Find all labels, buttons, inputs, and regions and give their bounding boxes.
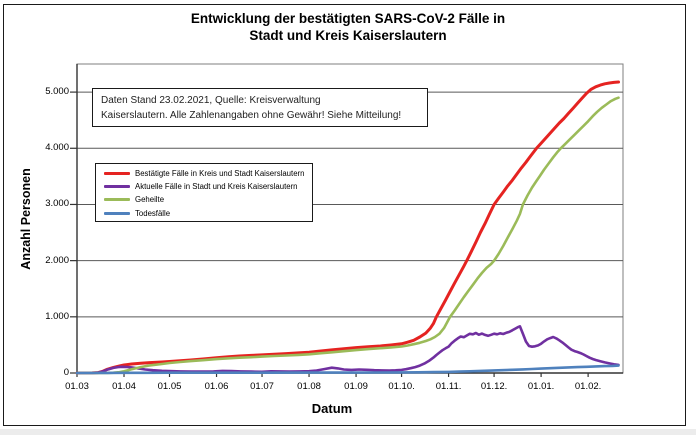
series-line-2: [75, 96, 620, 375]
legend-swatch: [104, 198, 130, 202]
x-tick-label: 01.05: [157, 381, 182, 392]
y-tick-label: 2.000: [45, 254, 69, 266]
legend-swatch: [104, 211, 130, 215]
chart-title-line2: Stadt und Kreis Kaiserslautern: [249, 28, 447, 43]
annotation-box: Daten Stand 23.02.2021, Quelle: Kreisver…: [92, 88, 428, 127]
annotation-line1: Daten Stand 23.02.2021, Quelle: Kreisver…: [101, 95, 321, 106]
x-tick-label: 01.11.: [435, 381, 462, 392]
y-tick-label: 4.000: [45, 142, 69, 154]
legend-item: Bestätigte Fälle in Kreis und Stadt Kais…: [104, 167, 312, 180]
legend-label: Geheilte: [135, 195, 165, 205]
y-tick-label: 1.000: [45, 310, 69, 322]
y-tick-label: 0: [63, 367, 69, 378]
y-tick-label: 5.000: [45, 86, 69, 98]
bottom-margin-strip: [0, 429, 696, 435]
x-tick-label: 01.12.: [480, 381, 508, 392]
figure-border: [3, 4, 686, 426]
x-tick-label: 01.06: [204, 381, 229, 392]
legend-box: Bestätigte Fälle in Kreis und Stadt Kais…: [95, 163, 313, 222]
chart-title-line1: Entwicklung der bestätigten SARS-CoV-2 F…: [190, 11, 506, 26]
x-tick-label: 01.07: [250, 381, 274, 392]
x-tick-label: 01.09: [344, 381, 368, 392]
x-tick-label: 01.10.: [388, 381, 415, 392]
legend-label: Todesfälle: [135, 208, 171, 218]
legend-swatch: [104, 185, 130, 189]
x-axis-title: Datum: [311, 401, 353, 416]
legend-item: Todesfälle: [104, 207, 312, 220]
legend-item: Geheilte: [104, 193, 312, 206]
x-tick-label: 01.03: [65, 381, 89, 392]
x-tick-label: 01.08: [297, 381, 321, 392]
x-tick-label: 01.04: [112, 381, 136, 392]
annotation-line2: Kaiserslautern. Alle Zahlenangaben ohne …: [101, 110, 402, 121]
y-tick-label: 3.000: [45, 198, 69, 210]
legend-label: Bestätigte Fälle in Kreis und Stadt Kais…: [135, 169, 305, 179]
chart-title: Entwicklung der bestätigten SARS-CoV-2 F…: [0, 10, 696, 44]
legend-swatch: [104, 172, 130, 176]
legend-label: Aktuelle Fälle in Stadt und Kreis Kaiser…: [135, 182, 298, 192]
legend-item: Aktuelle Fälle in Stadt und Kreis Kaiser…: [104, 180, 312, 193]
x-tick-label: 01.02.: [574, 381, 602, 392]
series-line-3: [75, 364, 620, 375]
x-tick-label: 01.01.: [527, 381, 555, 392]
